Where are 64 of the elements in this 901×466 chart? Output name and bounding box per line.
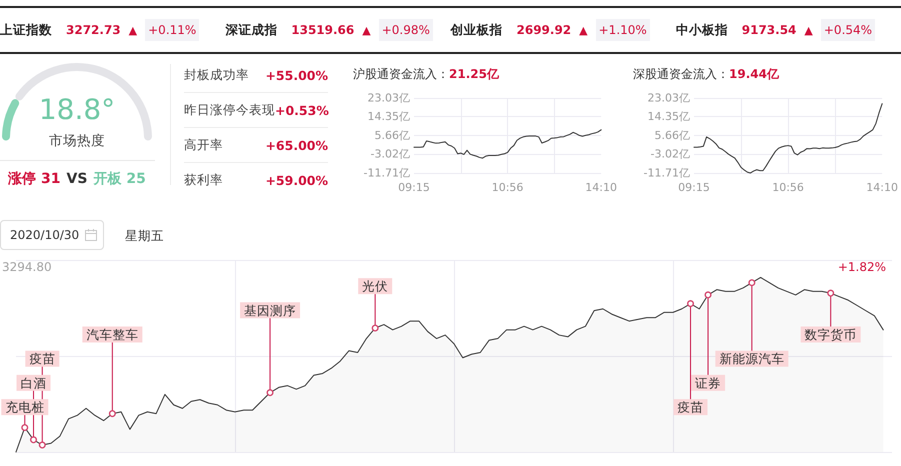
text: 3294.80 <box>2 260 52 274</box>
annotation: 数字货币 <box>804 326 857 342</box>
date-field: 2020/10/30 <box>0 220 104 250</box>
annotation: 疫苗 <box>29 351 56 366</box>
annotation: 疫苗 <box>678 400 704 415</box>
text: 9173.54 <box>742 23 796 37</box>
chart-title: 沪股通资金流入： <box>353 67 449 81</box>
text: 上证指数 <box>0 22 52 38</box>
chart-title: 2020/10/30 <box>10 228 80 242</box>
text: ▲ <box>128 24 138 36</box>
text: ▲ <box>362 24 371 36</box>
text: 深证成指 <box>225 22 278 38</box>
chart-title: 深股通资金流入： <box>633 67 729 81</box>
text: +0.11% <box>145 19 200 41</box>
text: 昨日涨停今表现 <box>184 102 275 118</box>
text: +0.53% <box>275 102 329 118</box>
y-tick-label: -11.71亿 <box>644 166 690 180</box>
text: 高开率 <box>184 136 223 154</box>
y-tick-label: 23.03亿 <box>368 92 410 104</box>
y-tick-label: 5.66亿 <box>374 129 410 142</box>
text: +1.82% <box>838 260 886 274</box>
text: 中小板指 <box>676 22 728 38</box>
x-tick-label: 09:15 <box>678 181 710 194</box>
annotation: 光伏 <box>362 278 388 294</box>
x-tick-label: 14:10 <box>585 181 617 194</box>
text: 创业板指 <box>450 22 502 38</box>
text: +65.00% <box>265 138 328 152</box>
text: +55.00% <box>265 68 328 82</box>
text: VS <box>66 171 88 187</box>
text: 19.44亿 <box>729 67 779 81</box>
text: 涨停 31 <box>8 170 61 188</box>
chart-subtitle: 星期五 <box>125 228 164 243</box>
text: 开板 25 <box>93 170 146 188</box>
y-tick-label: 14.35亿 <box>648 110 690 124</box>
text: 18.8° <box>38 93 116 126</box>
y-tick-label: -3.02亿 <box>650 148 690 161</box>
text: 21.25亿 <box>449 67 499 81</box>
x-tick-label: 10:56 <box>772 181 804 194</box>
text: 3272.73 <box>66 23 121 37</box>
annotation: 新能源汽车 <box>719 351 784 366</box>
y-tick-label: -11.71亿 <box>364 166 410 180</box>
text: ▲ <box>804 24 813 36</box>
y-tick-label: -3.02亿 <box>370 148 410 161</box>
text: +0.98% <box>378 19 433 41</box>
annotation: 汽车整车 <box>86 326 138 342</box>
text: +1.10% <box>596 19 650 41</box>
x-tick-label: 14:10 <box>866 181 898 194</box>
y-tick-label: 14.35亿 <box>368 110 410 124</box>
text: 市场热度 <box>49 133 105 149</box>
text: 获利率 <box>184 172 223 189</box>
text: +0.54% <box>820 19 876 41</box>
x-tick-label: 09:15 <box>398 181 430 194</box>
annotation: 充电桩 <box>5 400 44 415</box>
text: 封板成功率 <box>184 66 249 84</box>
annotation: 白酒 <box>20 375 47 390</box>
text: +59.00% <box>265 173 328 188</box>
y-tick-label: 5.66亿 <box>654 129 690 142</box>
x-tick-label: 10:56 <box>492 181 524 194</box>
text: ▲ <box>579 24 588 36</box>
y-tick-label: 23.03亿 <box>648 92 690 104</box>
text: 13519.66 <box>291 23 354 37</box>
annotation: 证券 <box>695 375 722 390</box>
text: 2699.92 <box>516 23 572 37</box>
annotation: 基因测序 <box>244 302 296 318</box>
